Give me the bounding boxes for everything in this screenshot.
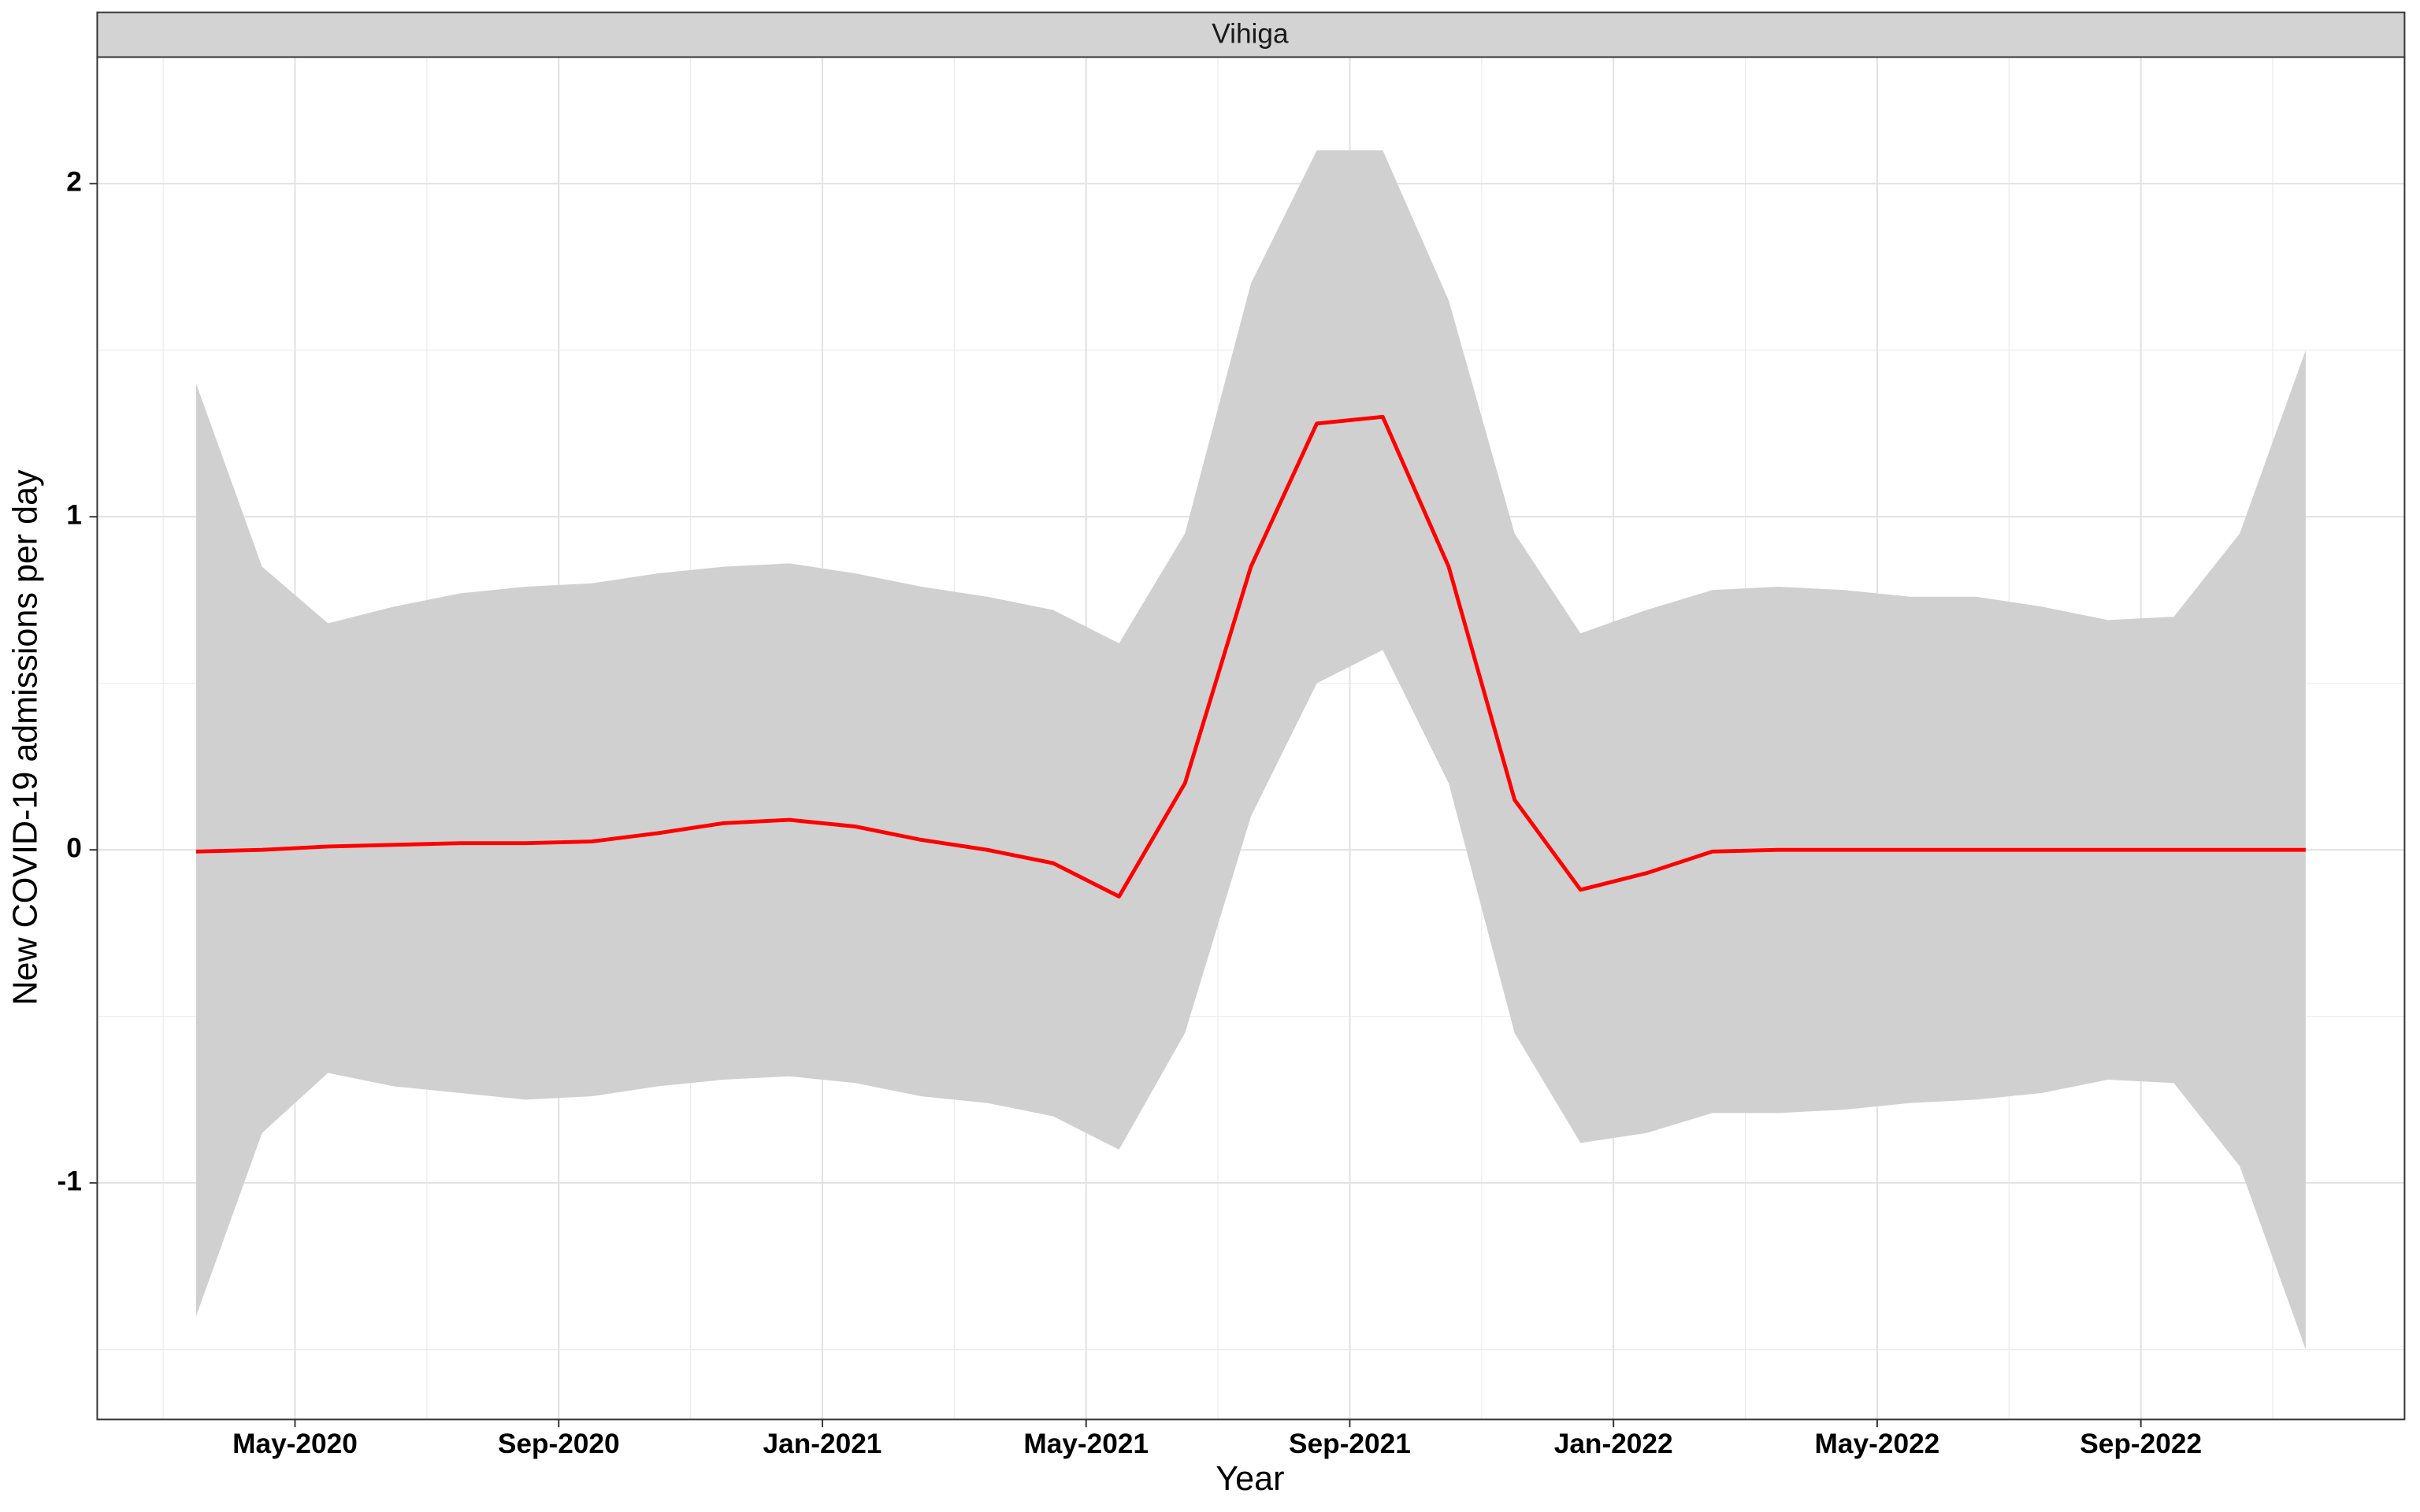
x-axis-label: Year [1216, 1460, 1284, 1498]
plot-area [96, 56, 2406, 1421]
x-tick-label: May-2020 [232, 1429, 358, 1459]
strip [96, 11, 2406, 58]
x-tick-label: May-2021 [1023, 1429, 1149, 1459]
panel-title: Vihiga [1212, 18, 1289, 49]
y-tick-label: 2 [66, 167, 82, 198]
confidence-band [195, 150, 2306, 1350]
x-tick-label: Sep-2021 [1289, 1429, 1411, 1459]
x-tick-label: Sep-2022 [2080, 1429, 2202, 1459]
y-axis-label: New COVID-19 admissions per day [7, 469, 45, 1006]
y-tick-label: -1 [57, 1166, 81, 1196]
x-tick-label: May-2022 [1815, 1429, 1940, 1459]
line [195, 414, 2306, 899]
y-tick-label: 1 [66, 500, 82, 531]
x-tick-label: Sep-2020 [498, 1429, 620, 1459]
x-tick-label: Jan-2022 [1554, 1429, 1673, 1459]
y-tick-label: 0 [66, 832, 82, 863]
x-tick-label: Jan-2021 [763, 1429, 882, 1459]
